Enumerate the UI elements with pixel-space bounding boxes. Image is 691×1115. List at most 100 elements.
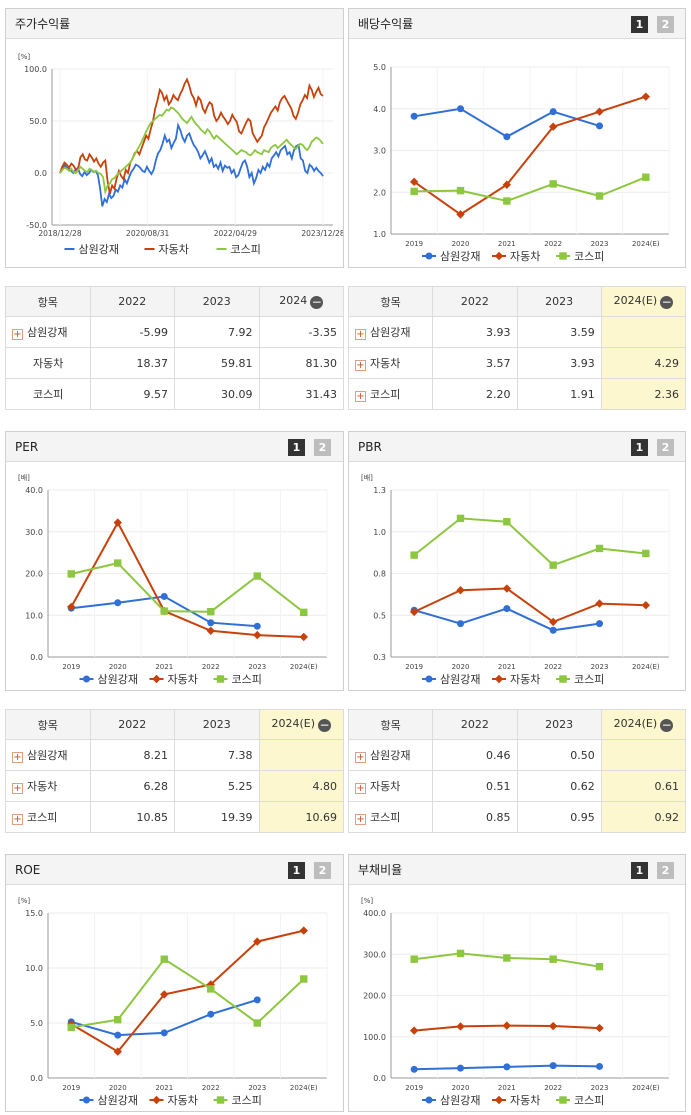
value-cell: 0.85 <box>432 801 518 833</box>
expand-plus-icon[interactable]: + <box>355 360 366 371</box>
unit-label: [%] <box>18 897 30 905</box>
page-2-button[interactable]: 2 <box>657 862 674 879</box>
column-header-label: 항목 <box>37 718 58 732</box>
collapse-minus-icon[interactable]: − <box>660 295 674 309</box>
column-header-label: 항목 <box>37 295 58 309</box>
row-name-cell: + 코스피 <box>347 801 434 833</box>
expand-plus-icon[interactable]: + <box>355 783 366 794</box>
data-point <box>207 619 215 627</box>
expand-plus-icon[interactable]: + <box>12 814 23 825</box>
debt-ratio-panel: 부채비율 1 2 [%] 400.0 300.0 200.0 100.0 0.0 2019 2… <box>348 854 686 1112</box>
data-point <box>253 1019 261 1027</box>
unit-label: [%] <box>361 897 373 905</box>
expand-plus-icon[interactable]: + <box>355 814 366 825</box>
legend-label: 코스피 <box>574 1094 604 1107</box>
data-point <box>456 210 465 219</box>
column-header-label: 2022 <box>118 295 147 308</box>
page-2-button[interactable]: 2 <box>657 16 674 33</box>
value-cell: -3.35 <box>258 316 344 348</box>
stock-return-panel: 주가수익률 [%] 100.0 50.0 0.0 -50.0 2018/12/28 2020… <box>5 8 345 268</box>
x-tick-label: 2023 <box>591 240 609 248</box>
column-header: 항목 <box>347 286 434 317</box>
page-1-button[interactable]: 1 <box>631 862 648 879</box>
page-2-button[interactable]: 2 <box>657 439 674 456</box>
y-tick-label: 30.0 <box>25 528 43 537</box>
data-point <box>456 186 465 195</box>
value-cell: 30.09 <box>174 378 260 410</box>
collapse-minus-icon[interactable]: − <box>660 718 674 732</box>
page-1-button[interactable]: 1 <box>288 862 305 879</box>
table-row: + 코스피 10.85 19.39 10.69 <box>5 801 344 833</box>
roe-chart: [%] 15.0 10.0 5.0 0.0 2019 2020 2021 2022 2023 202… <box>18 897 328 1107</box>
row-name: 코스피 <box>27 811 58 824</box>
y-tick-label: 1.0 <box>373 528 386 537</box>
dividend-yield-table: 항목 2022 2023 2024(E) − + 삼원강재 3.93 3.59 + 자동차 3.57 3… <box>347 286 687 410</box>
collapse-minus-icon[interactable]: − <box>310 295 324 309</box>
data-point <box>253 996 261 1004</box>
expand-plus-icon[interactable]: + <box>12 329 23 340</box>
legend: 삼원강재 자동차 코스피 <box>422 250 604 263</box>
data-point <box>549 626 557 634</box>
legend-marker <box>425 675 433 683</box>
expand-plus-icon[interactable]: + <box>355 752 366 763</box>
value-cell: 19.39 <box>174 801 260 833</box>
table-row: + 자동차 6.28 5.25 4.80 <box>5 770 344 802</box>
x-tick-label: 2019 <box>405 240 423 248</box>
row-name-cell: + 자동차 <box>347 347 434 379</box>
table-row: + 자동차 0.51 0.62 0.61 <box>347 770 687 802</box>
series-1 <box>409 92 651 219</box>
x-tick-label: 2019 <box>405 663 423 671</box>
y-tick-label: 400.0 <box>363 909 386 918</box>
value-cell: 4.80 <box>258 770 344 802</box>
expand-plus-icon[interactable]: + <box>12 783 23 794</box>
page-1-button[interactable]: 1 <box>631 439 648 456</box>
column-header-label: 2022 <box>460 718 489 731</box>
column-header-label: 2023 <box>202 718 231 731</box>
series-line <box>414 176 647 203</box>
expand-plus-icon[interactable]: + <box>12 752 23 763</box>
x-tick-label: 2020 <box>452 1084 470 1092</box>
data-point <box>409 1026 419 1035</box>
page-1-button[interactable]: 1 <box>288 439 305 456</box>
data-point <box>595 192 604 200</box>
row-name: 삼원강재 <box>27 326 68 339</box>
column-header: 2024− <box>258 286 344 317</box>
panel-title: ROE <box>6 855 343 885</box>
data-point <box>595 107 604 116</box>
data-point <box>114 559 122 567</box>
value-cell: 4.29 <box>600 347 687 379</box>
data-point <box>160 1029 168 1037</box>
legend-marker <box>83 675 90 683</box>
column-header: 2024(E) − <box>600 286 687 317</box>
row-name: 삼원강재 <box>370 749 411 762</box>
row-name-cell: + 코스피 <box>5 801 91 833</box>
value-cell: 0.95 <box>516 801 602 833</box>
x-tick-label: 2021 <box>155 663 173 671</box>
column-header-label: 2023 <box>545 295 574 308</box>
column-header: 2023 <box>174 286 260 317</box>
y-tick-label: 2.0 <box>373 188 386 197</box>
row-name-cell: + 자동차 <box>5 770 91 802</box>
value-cell: 2.36 <box>600 378 687 410</box>
page-2-button[interactable]: 2 <box>314 862 331 879</box>
table-row: + 삼원강재 8.21 7.38 <box>5 739 344 771</box>
y-tick-label: 100.0 <box>24 65 47 74</box>
data-point <box>502 1021 512 1030</box>
legend-label: 코스피 <box>232 673 262 686</box>
table-header-row: 항목 2022 2023 2024(E) − <box>347 709 687 740</box>
value-cell: 10.85 <box>89 801 175 833</box>
series-0 <box>67 996 261 1039</box>
data-point <box>113 1047 122 1056</box>
dividend-yield-chart: 5.0 4.0 3.0 2.0 1.0 2019 2020 2021 2022 2023 2024(… <box>373 63 670 263</box>
expand-plus-icon[interactable]: + <box>355 329 366 340</box>
series-2 <box>67 559 308 617</box>
value-cell: 7.38 <box>174 739 260 771</box>
page-2-button[interactable]: 2 <box>314 439 331 456</box>
expand-plus-icon[interactable]: + <box>355 391 366 402</box>
row-name-cell: + 삼원강재 <box>347 316 434 348</box>
collapse-minus-icon[interactable]: − <box>318 718 332 732</box>
page-1-button[interactable]: 1 <box>631 16 648 33</box>
per-chart: [배] 40.0 30.0 20.0 10.0 0.0 2019 2020 2021 2022 20… <box>18 473 328 686</box>
unit-label: [배] <box>361 473 373 482</box>
